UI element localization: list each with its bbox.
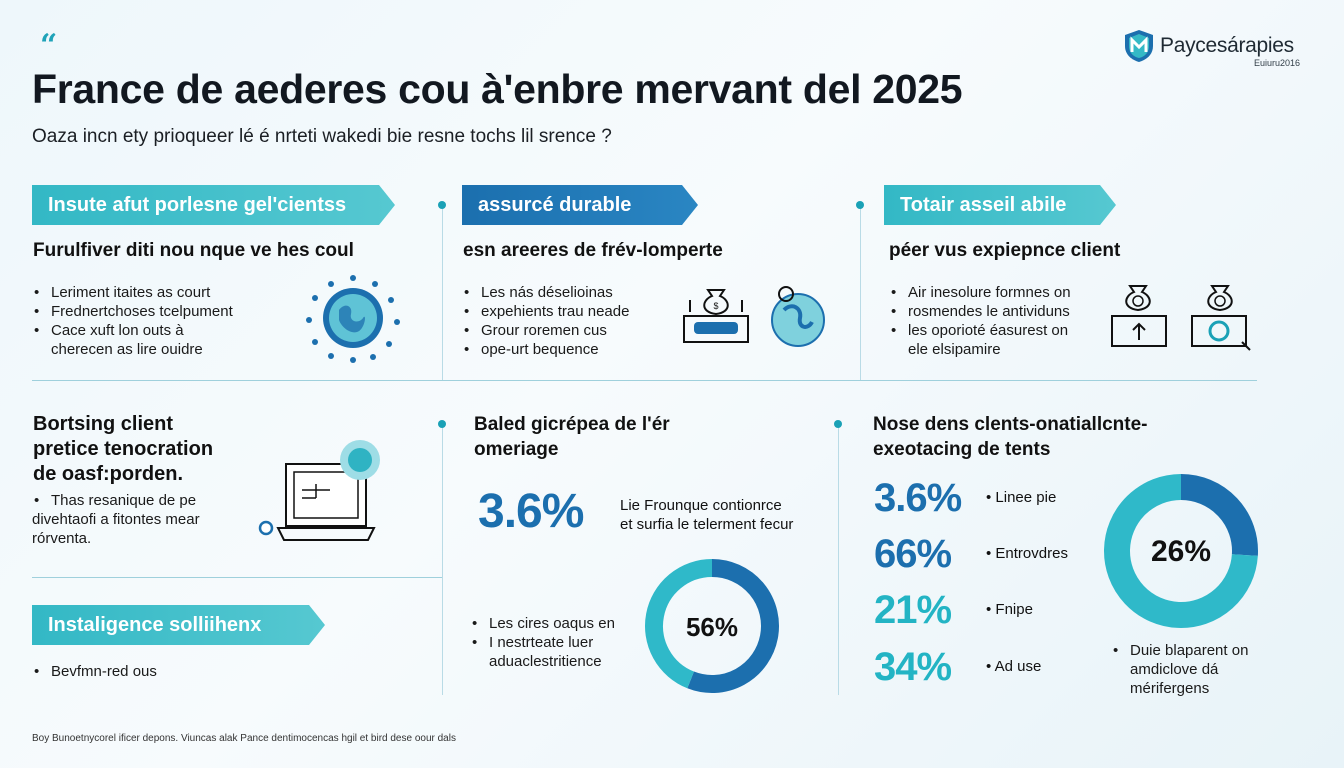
bullet-list-2: Les nás déselioinas expehients trau nead…: [462, 283, 629, 359]
stat-description-line: Lie Frounque contionrce: [620, 497, 782, 514]
list-item: Frednertchoses tcelpument: [32, 302, 233, 321]
bullet-list-1: Leriment itaites as court Frednertchoses…: [32, 283, 233, 359]
quote-icon: “: [40, 28, 58, 63]
divider-dot: [438, 420, 446, 428]
footer-note: Boy Bunoetnycorel ificer depons. Viuncas…: [32, 733, 456, 744]
bullet-list-4: Thas resanique de pe divehtaofi a fitont…: [32, 491, 200, 548]
section-banner-4: Instaligence solliihenx: [32, 605, 325, 645]
shield-logo-icon: [1125, 30, 1153, 62]
svg-text:$: $: [713, 301, 718, 311]
section-heading-6: Nose dens clents-onatiallcnte- exeotacin…: [873, 414, 1148, 460]
donut-center-label: 56%: [686, 612, 738, 642]
list-item-continuation: divehtaofi a fitontes mear: [32, 511, 200, 528]
list-item-continuation: aduaclestritience: [489, 653, 602, 670]
divider-dot: [856, 201, 864, 209]
stat-value: 3.6%: [874, 476, 962, 520]
list-item: Grour roremen cus: [462, 321, 629, 340]
list-item: ope-urt bequence: [462, 340, 629, 359]
column-divider: [442, 425, 443, 695]
stat-label: • Entrovdres: [986, 545, 1068, 562]
page-subtitle: Oaza incn ety prioqueer lé é nrteti wake…: [32, 126, 612, 147]
stat-value: 66%: [874, 532, 952, 576]
list-item: Duie blaparent on: [1111, 641, 1248, 660]
section-heading-2: esn areeres de frév-lomperte: [463, 240, 723, 261]
donut-slice: [1180, 474, 1258, 556]
bullet-list-6: Les cires oaqus en I nestrteate luer adu…: [470, 614, 615, 671]
row-divider: [32, 380, 1257, 381]
row-divider: [32, 577, 442, 578]
globe-icon: [306, 275, 400, 363]
stat-label: • Linee pie: [986, 489, 1057, 506]
donut-slice: [687, 559, 779, 693]
column-divider: [860, 205, 861, 380]
list-item: Cace xuft lon outs à: [32, 321, 233, 340]
brand-name: Paycesárapies: [1160, 34, 1294, 57]
section-heading-1: Furulfiver diti nou nque ve hes coul: [33, 240, 354, 261]
list-item-continuation: mérifergens: [1130, 680, 1210, 697]
list-item-continuation: ele elsipamire: [908, 341, 1001, 358]
laptop-icon: [258, 440, 380, 541]
donut-chart-2: 26%: [1104, 474, 1258, 628]
divider-dot: [438, 201, 446, 209]
stat-label: • Fnipe: [986, 601, 1033, 618]
stat-value: 3.6%: [478, 485, 584, 538]
list-item: expehients trau neade: [462, 302, 629, 321]
donut-slice: [1104, 474, 1258, 628]
stat-description-line: et surfia le telerment fecur: [620, 516, 794, 533]
list-item-continuation: amdiclove dá: [1130, 661, 1219, 678]
globe-icon: [771, 286, 825, 347]
bullet-list-7: Duie blaparent on amdiclove dá mériferge…: [1111, 641, 1248, 698]
section-banner-2: assurcé durable: [462, 185, 698, 225]
divider-dot: [834, 420, 842, 428]
stat-value: 34%: [874, 645, 952, 689]
section-banner-3: Totair asseil abile: [884, 185, 1116, 225]
list-item: Les nás déselioinas: [462, 283, 629, 302]
column-divider: [838, 425, 839, 695]
page-title: France de aederes cou à'enbre mervant de…: [32, 66, 963, 112]
section-banner-1: Insute afut porlesne gel'cientss: [32, 185, 395, 225]
stat-description: Lie Frounque contionrce et surfia le tel…: [620, 496, 793, 534]
list-item: rosmendes le antividuns: [889, 302, 1071, 321]
list-item: Bevfmn-red ous: [32, 662, 157, 681]
brand-logo[interactable]: Paycesárapies: [1122, 28, 1294, 64]
list-item: Les cires oaqus en: [470, 614, 615, 633]
stat-value: 21%: [874, 588, 952, 632]
section-heading-5: Baled gicrépea de l'ér omeriage: [474, 414, 670, 460]
list-item: Thas resanique de pe: [32, 491, 200, 510]
list-item-continuation: rórventa.: [32, 530, 92, 547]
list-item: les oporioté éasurest on: [889, 321, 1071, 340]
stat-label: • Ad use: [986, 658, 1042, 675]
donut-slice: [645, 559, 713, 689]
brand-tagline: Euiuru2016: [1254, 58, 1301, 68]
donut-center-label: 26%: [1151, 535, 1211, 568]
list-item: Air inesolure formnes on: [889, 283, 1071, 302]
list-item: I nestrteate luer: [470, 633, 615, 652]
bullet-list-3: Air inesolure formnes on rosmendes le an…: [889, 283, 1071, 359]
section-heading-4: Bortsing client pretice tenocration de o…: [33, 413, 214, 485]
money-bag-growth-icon: [1111, 285, 1167, 347]
bullet-list-5: Bevfmn-red ous: [32, 662, 157, 681]
list-item: Leriment itaites as court: [32, 283, 233, 302]
column-divider: [442, 205, 443, 380]
list-item-continuation: cherecen as lire ouidre: [51, 341, 203, 358]
money-bag-icon: $: [683, 289, 749, 343]
donut-chart-1: 56%: [645, 559, 779, 693]
money-bag-chart-icon: [1191, 285, 1251, 351]
section-heading-3: péer vus expiepnce client: [889, 240, 1121, 261]
